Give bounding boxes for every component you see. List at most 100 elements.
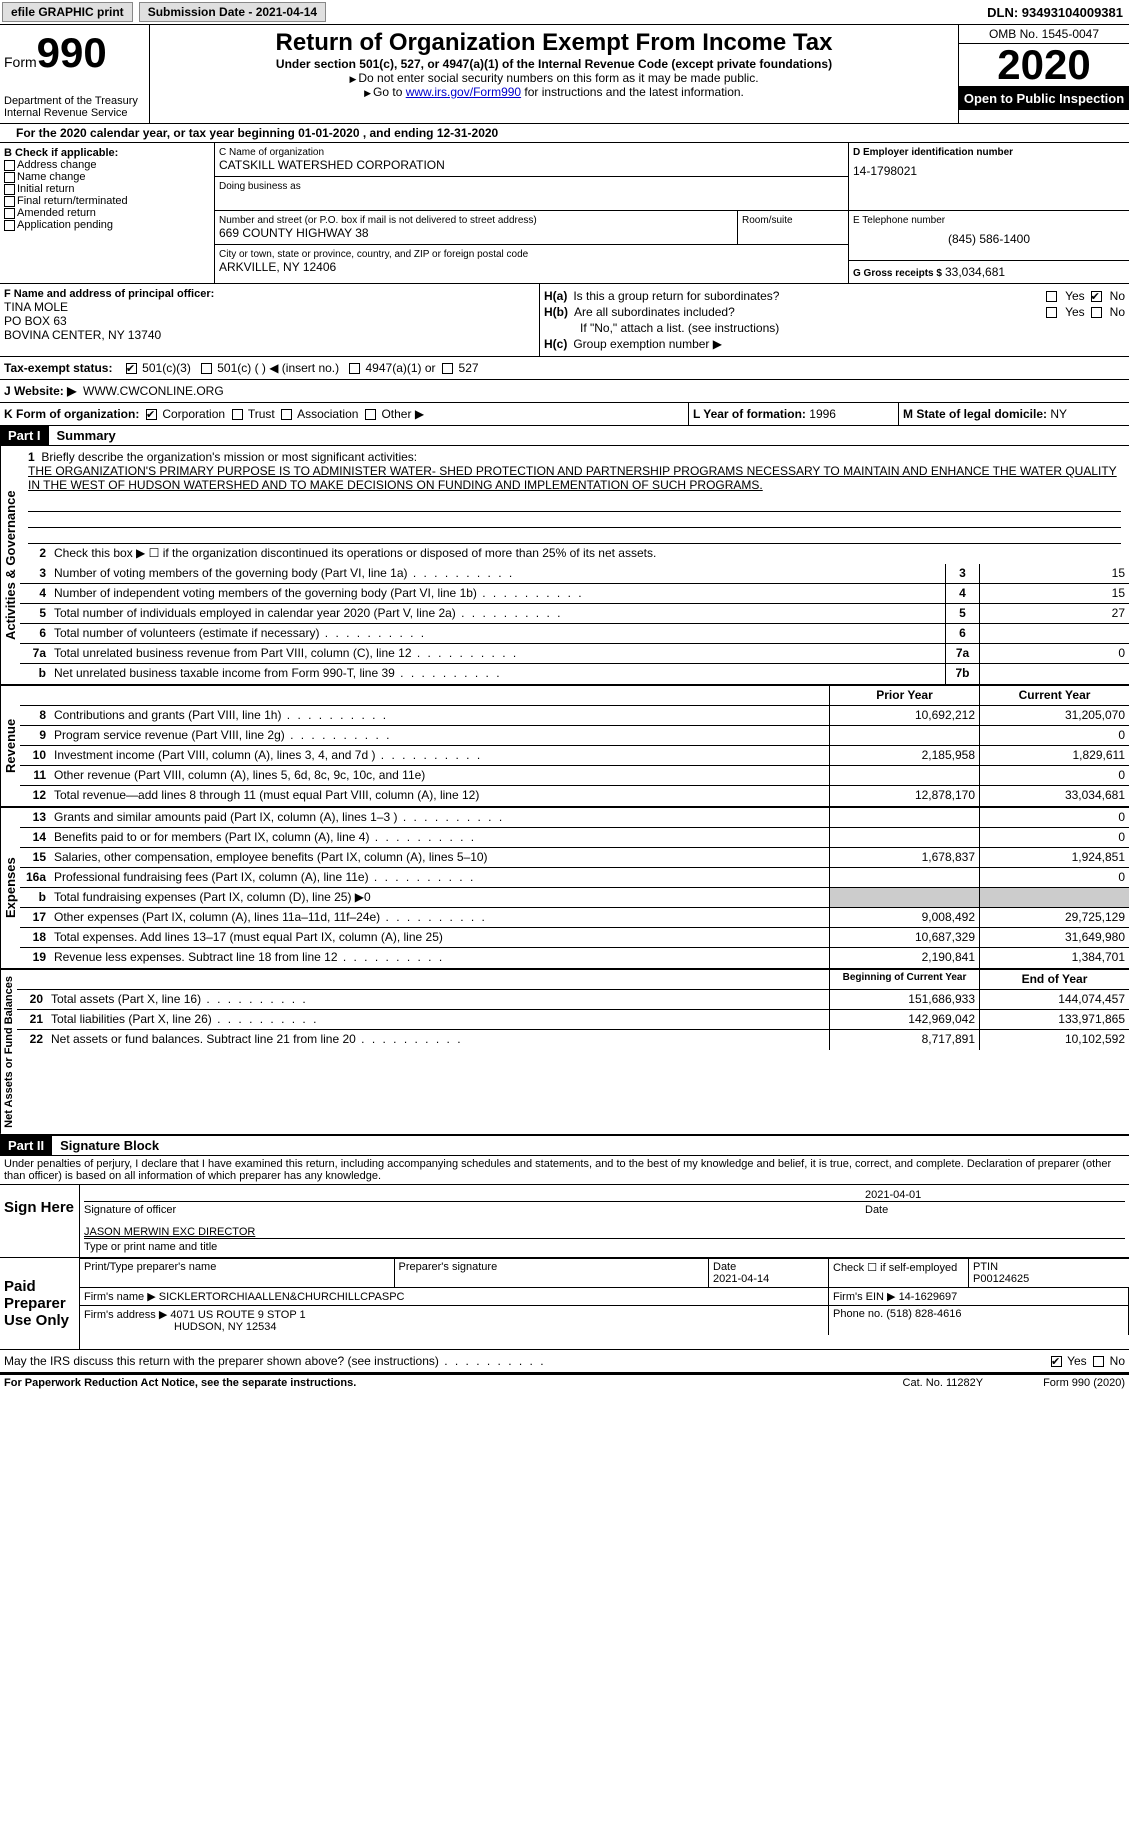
line4-val: 15 bbox=[979, 584, 1129, 603]
page-footer: For Paperwork Reduction Act Notice, see … bbox=[0, 1374, 1129, 1391]
initial-return-checkbox[interactable] bbox=[4, 184, 15, 195]
name-change-checkbox[interactable] bbox=[4, 172, 15, 183]
mission-blank-line bbox=[28, 496, 1121, 512]
open-inspection: Open to Public Inspection bbox=[959, 87, 1129, 110]
phone: (518) 828-4616 bbox=[886, 1308, 961, 1320]
line11-text: Other revenue (Part VIII, column (A), li… bbox=[50, 766, 829, 785]
line12-text: Total revenue—add lines 8 through 11 (mu… bbox=[50, 786, 829, 806]
ein: 14-1798021 bbox=[853, 164, 1125, 178]
officer-name: TINA MOLE bbox=[4, 300, 535, 314]
prep-date-hdr: Date bbox=[713, 1261, 736, 1273]
line14-curr: 0 bbox=[979, 828, 1129, 847]
line15-prior: 1,678,837 bbox=[829, 848, 979, 867]
hb-no-label: No bbox=[1110, 305, 1125, 319]
line14-text: Benefits paid to or for members (Part IX… bbox=[50, 828, 829, 847]
line16b-num: b bbox=[20, 888, 50, 907]
line8-prior: 10,692,212 bbox=[829, 706, 979, 725]
ha-no-checkbox[interactable] bbox=[1091, 291, 1102, 302]
line16a-curr: 0 bbox=[979, 868, 1129, 887]
assoc-checkbox[interactable] bbox=[281, 409, 292, 420]
form990-link[interactable]: www.irs.gov/Form990 bbox=[406, 85, 521, 99]
ha-no-label: No bbox=[1110, 289, 1125, 303]
discuss-yes-checkbox[interactable] bbox=[1051, 1356, 1062, 1367]
mission-label: Briefly describe the organization's miss… bbox=[41, 450, 417, 464]
discuss-text: May the IRS discuss this return with the… bbox=[4, 1354, 546, 1368]
line18-text: Total expenses. Add lines 13–17 (must eq… bbox=[50, 928, 829, 947]
instr-1: Do not enter social security numbers on … bbox=[154, 71, 954, 85]
501c3-checkbox[interactable] bbox=[126, 363, 137, 374]
app-pending-checkbox[interactable] bbox=[4, 220, 15, 231]
line10-curr: 1,829,611 bbox=[979, 746, 1129, 765]
firm-ein-label: Firm's EIN ▶ bbox=[833, 1291, 896, 1303]
line13-prior bbox=[829, 808, 979, 827]
street-label: Number and street (or P.O. box if mail i… bbox=[219, 215, 733, 226]
sig-date: 2021-04-01 bbox=[865, 1189, 1125, 1201]
line6-text: Total number of volunteers (estimate if … bbox=[50, 624, 945, 643]
form-number: 990 bbox=[37, 29, 107, 76]
line16b-prior bbox=[829, 888, 979, 907]
501c3-label: 501(c)(3) bbox=[142, 361, 191, 375]
city: ARKVILLE, NY 12406 bbox=[219, 260, 844, 274]
line21-text: Total liabilities (Part X, line 26) bbox=[47, 1010, 829, 1029]
line7a-text: Total unrelated business revenue from Pa… bbox=[50, 644, 945, 663]
527-checkbox[interactable] bbox=[442, 363, 453, 374]
exp-vert-label: Expenses bbox=[0, 808, 20, 968]
line19-curr: 1,384,701 bbox=[979, 948, 1129, 968]
formorg-label: K Form of organization: bbox=[4, 407, 139, 421]
line18-prior: 10,687,329 bbox=[829, 928, 979, 947]
expenses-section: Expenses 13Grants and similar amounts pa… bbox=[0, 808, 1129, 970]
name-change-label: Name change bbox=[17, 171, 86, 183]
hb-no-checkbox[interactable] bbox=[1091, 307, 1102, 318]
trust-checkbox[interactable] bbox=[232, 409, 243, 420]
form-subtitle: Under section 501(c), 527, or 4947(a)(1)… bbox=[154, 57, 954, 71]
line20-prior: 151,686,933 bbox=[829, 990, 979, 1009]
pra-notice: For Paperwork Reduction Act Notice, see … bbox=[4, 1377, 356, 1389]
website-row: J Website: ▶ WWW.CWCONLINE.ORG bbox=[0, 380, 1129, 403]
block-b-label: B Check if applicable: bbox=[4, 147, 210, 159]
website-label: J Website: ▶ bbox=[4, 384, 76, 398]
501c-checkbox[interactable] bbox=[201, 363, 212, 374]
line22-prior: 8,717,891 bbox=[829, 1030, 979, 1050]
amended-return-checkbox[interactable] bbox=[4, 208, 15, 219]
room-label: Room/suite bbox=[742, 215, 844, 226]
discuss-no-checkbox[interactable] bbox=[1093, 1356, 1104, 1367]
yearform-label: L Year of formation: bbox=[693, 407, 806, 421]
final-return-label: Final return/terminated bbox=[17, 195, 128, 207]
efile-print-button[interactable]: efile GRAPHIC print bbox=[2, 2, 133, 22]
firm-ein: 14-1629697 bbox=[899, 1291, 958, 1303]
paid-preparer-label: Paid Preparer Use Only bbox=[0, 1258, 80, 1349]
line15-curr: 1,924,851 bbox=[979, 848, 1129, 867]
org-name-label: C Name of organization bbox=[219, 147, 844, 158]
final-return-checkbox[interactable] bbox=[4, 196, 15, 207]
hb-label: H(b) bbox=[544, 305, 568, 319]
prep-ptin-hdr: PTIN bbox=[973, 1261, 998, 1273]
4947-checkbox[interactable] bbox=[349, 363, 360, 374]
line2-text: Check this box ▶ ☐ if the organization d… bbox=[50, 544, 1129, 564]
preparer-table: Print/Type preparer's name Preparer's si… bbox=[80, 1258, 1129, 1335]
hc-text: Group exemption number ▶ bbox=[573, 337, 722, 351]
balances-section: Net Assets or Fund Balances Beginning of… bbox=[0, 970, 1129, 1136]
addr-change-checkbox[interactable] bbox=[4, 160, 15, 171]
firm-addr-label: Firm's address ▶ bbox=[84, 1309, 167, 1321]
line4-text: Number of independent voting members of … bbox=[50, 584, 945, 603]
instr-2: Go to www.irs.gov/Form990 for instructio… bbox=[154, 85, 954, 99]
mission-text: THE ORGANIZATION'S PRIMARY PURPOSE IS TO… bbox=[28, 464, 1117, 492]
gross-label: G Gross receipts $ bbox=[853, 268, 942, 279]
part1-title: Summary bbox=[49, 426, 124, 445]
assoc-label: Association bbox=[297, 407, 358, 421]
other-checkbox[interactable] bbox=[365, 409, 376, 420]
corp-checkbox[interactable] bbox=[146, 409, 157, 420]
ha-yes-checkbox[interactable] bbox=[1046, 291, 1057, 302]
line16a-text: Professional fundraising fees (Part IX, … bbox=[50, 868, 829, 887]
officer-addr2: BOVINA CENTER, NY 13740 bbox=[4, 328, 535, 342]
taxexempt-label: Tax-exempt status: bbox=[4, 361, 112, 375]
curr-year-hdr: Current Year bbox=[979, 686, 1129, 705]
discuss-row: May the IRS discuss this return with the… bbox=[0, 1350, 1129, 1374]
hb-yes-checkbox[interactable] bbox=[1046, 307, 1057, 318]
prior-year-hdr: Prior Year bbox=[829, 686, 979, 705]
cat-number: Cat. No. 11282Y bbox=[903, 1377, 984, 1389]
line20-text: Total assets (Part X, line 16) bbox=[47, 990, 829, 1009]
submission-date-button[interactable]: Submission Date - 2021-04-14 bbox=[139, 2, 326, 22]
line17-prior: 9,008,492 bbox=[829, 908, 979, 927]
officer-addr1: PO BOX 63 bbox=[4, 314, 535, 328]
